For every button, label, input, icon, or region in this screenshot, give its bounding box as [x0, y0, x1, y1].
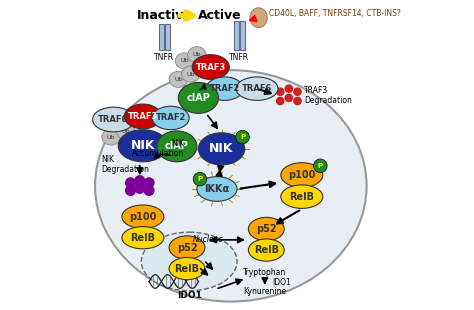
Ellipse shape: [141, 232, 237, 291]
Text: Ub: Ub: [174, 77, 182, 82]
Text: CD40L, BAFF, TNFRSF14, CTB-INS?: CD40L, BAFF, TNFRSF14, CTB-INS?: [269, 9, 401, 18]
Text: Ub: Ub: [122, 129, 130, 134]
Text: TNFR: TNFR: [229, 52, 249, 62]
Ellipse shape: [152, 106, 189, 130]
Ellipse shape: [125, 185, 136, 196]
Ellipse shape: [193, 172, 207, 186]
Ellipse shape: [182, 66, 200, 82]
Ellipse shape: [281, 185, 323, 208]
Ellipse shape: [134, 175, 146, 186]
FancyBboxPatch shape: [165, 24, 170, 50]
Ellipse shape: [117, 124, 135, 140]
Text: p52: p52: [177, 243, 197, 253]
Ellipse shape: [169, 71, 188, 87]
Ellipse shape: [236, 77, 278, 100]
Ellipse shape: [122, 205, 164, 228]
Ellipse shape: [199, 133, 245, 165]
Text: RelB: RelB: [130, 233, 155, 243]
Text: IDO1: IDO1: [177, 291, 201, 300]
Ellipse shape: [95, 70, 366, 302]
Text: TRAF3: TRAF3: [196, 63, 226, 72]
Ellipse shape: [248, 239, 284, 261]
Text: Ub: Ub: [107, 135, 115, 140]
Text: TRAF3
Degradation: TRAF3 Degradation: [304, 86, 352, 105]
Ellipse shape: [293, 87, 302, 96]
Ellipse shape: [250, 8, 267, 28]
Text: P: P: [240, 134, 245, 140]
FancyBboxPatch shape: [159, 24, 164, 50]
Text: TNFR: TNFR: [154, 53, 174, 62]
Text: Nucleus: Nucleus: [192, 235, 223, 244]
Text: cIAP: cIAP: [165, 141, 189, 151]
Ellipse shape: [144, 185, 155, 196]
Text: NIK
Degradation: NIK Degradation: [101, 155, 149, 174]
Ellipse shape: [102, 129, 120, 145]
Text: Inactive: Inactive: [137, 9, 192, 22]
Text: IDO1: IDO1: [273, 278, 291, 287]
Text: Tryptophan: Tryptophan: [243, 268, 286, 277]
Text: IKKα: IKKα: [204, 184, 229, 194]
Ellipse shape: [192, 55, 229, 79]
Text: NIK
Accumulation: NIK Accumulation: [132, 139, 184, 158]
Ellipse shape: [124, 104, 161, 129]
Text: cIAP: cIAP: [186, 93, 210, 103]
Ellipse shape: [206, 77, 243, 100]
Ellipse shape: [157, 131, 197, 162]
Text: TRAF2: TRAF2: [155, 113, 186, 122]
Ellipse shape: [169, 236, 205, 259]
Text: TRAF3: TRAF3: [128, 112, 158, 121]
Text: Ub: Ub: [186, 72, 195, 77]
Text: P: P: [318, 163, 323, 169]
Text: Ub: Ub: [192, 52, 201, 57]
Ellipse shape: [169, 258, 205, 280]
Ellipse shape: [188, 47, 206, 63]
Ellipse shape: [276, 87, 284, 96]
Ellipse shape: [118, 130, 168, 162]
Text: p52: p52: [256, 224, 277, 234]
Text: Ub: Ub: [180, 58, 189, 63]
Text: p100: p100: [129, 212, 156, 222]
Ellipse shape: [144, 177, 155, 188]
Text: RelB: RelB: [254, 245, 279, 255]
Text: RelB: RelB: [289, 192, 314, 202]
Ellipse shape: [293, 97, 302, 105]
Ellipse shape: [284, 94, 293, 102]
Text: Kynurenine: Kynurenine: [243, 287, 286, 296]
Text: RelB: RelB: [174, 264, 200, 273]
Text: TRAF6: TRAF6: [242, 84, 272, 93]
Text: NIK: NIK: [131, 139, 155, 152]
Ellipse shape: [134, 183, 146, 194]
Ellipse shape: [197, 177, 237, 201]
Ellipse shape: [236, 130, 249, 144]
Text: TRAF2: TRAF2: [210, 84, 240, 93]
FancyBboxPatch shape: [240, 21, 245, 50]
Ellipse shape: [284, 84, 293, 93]
Text: P: P: [197, 176, 202, 182]
Ellipse shape: [313, 159, 327, 173]
Ellipse shape: [276, 97, 284, 105]
Ellipse shape: [175, 53, 194, 69]
Text: Active: Active: [198, 9, 242, 22]
FancyBboxPatch shape: [234, 21, 239, 50]
Text: TRAF6: TRAF6: [99, 115, 129, 124]
Ellipse shape: [92, 107, 135, 132]
Ellipse shape: [281, 163, 323, 188]
Ellipse shape: [125, 177, 136, 188]
Ellipse shape: [178, 82, 219, 113]
Text: p100: p100: [288, 170, 316, 180]
Ellipse shape: [122, 227, 164, 249]
Ellipse shape: [248, 217, 284, 241]
Text: NIK: NIK: [210, 142, 234, 155]
